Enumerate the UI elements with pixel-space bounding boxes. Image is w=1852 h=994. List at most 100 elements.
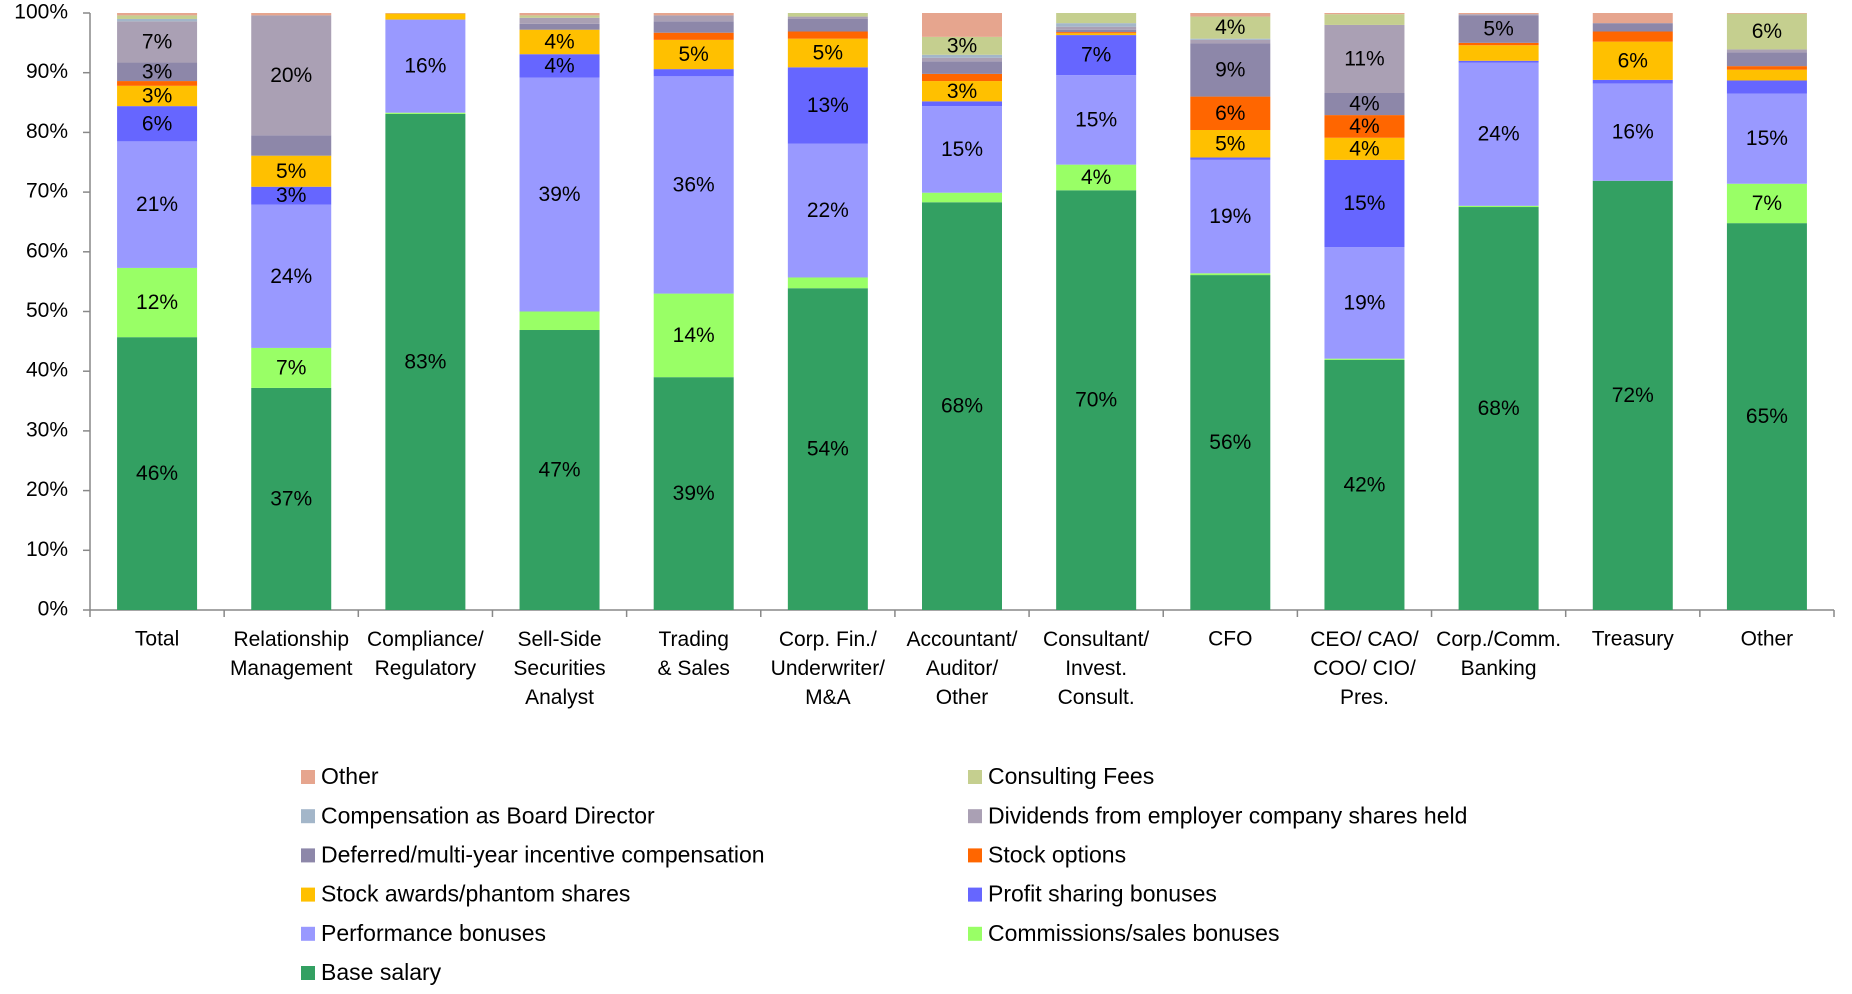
bar-segment	[1726, 13, 1807, 50]
bar-segment	[1190, 273, 1271, 276]
data-label: 15%	[941, 138, 983, 161]
bar-segment	[1726, 49, 1807, 53]
bar-segment	[385, 19, 466, 113]
data-label: 68%	[1478, 397, 1520, 420]
bar-segment	[653, 13, 734, 16]
bar-segment	[1056, 23, 1137, 27]
bar-segment	[922, 13, 1002, 37]
data-label: 3%	[947, 80, 977, 103]
bar-segment	[519, 330, 600, 610]
y-tick-label: 100%	[14, 1, 68, 24]
x-tick-label: Relationship Management	[230, 628, 353, 680]
bar-segment	[922, 192, 1002, 203]
x-tick-label: Other	[1741, 628, 1794, 651]
data-label: 54%	[807, 438, 849, 461]
y-tick-label: 10%	[26, 538, 68, 561]
legend-item: Commissions/sales bonuses	[968, 920, 1279, 946]
x-tick-label: CEO/ CAO/COO/ CIO/Pres.	[1310, 628, 1419, 709]
legend-item: Consulting Fees	[968, 763, 1154, 789]
bar-segment	[1458, 60, 1539, 63]
bar-segment	[117, 106, 198, 142]
data-label: 70%	[1075, 389, 1117, 412]
data-label: 68%	[941, 395, 983, 418]
bar-segment	[1458, 62, 1539, 206]
data-label: 5%	[1215, 132, 1245, 155]
bar-segment	[519, 23, 600, 30]
bar-segment	[922, 202, 1002, 610]
data-label: 15%	[1343, 192, 1385, 215]
bar-segment	[653, 293, 734, 378]
bar-segment	[1190, 275, 1271, 610]
bar-segment	[1056, 164, 1137, 191]
data-label: 7%	[1752, 192, 1782, 215]
bar-segment	[251, 15, 332, 136]
bar-segment	[1190, 16, 1271, 39]
bar-segment	[251, 155, 332, 187]
x-tick-label: Treasury	[1592, 628, 1675, 651]
x-tick-label: Consultant/Invest. Consult.	[1043, 628, 1149, 709]
legend-swatch	[301, 926, 315, 941]
data-label: 83%	[404, 350, 446, 373]
bar-segment	[1056, 26, 1137, 30]
bar-segment	[1726, 13, 1807, 14]
data-label: 12%	[136, 291, 178, 314]
legend-item: Stock awards/phantom shares	[301, 881, 630, 907]
bar-segment	[385, 113, 466, 610]
bar-segment	[1592, 13, 1673, 24]
bar-segment	[117, 18, 198, 22]
bar-segment	[1726, 223, 1807, 611]
bar-segment	[922, 101, 1002, 107]
bar-segment	[922, 106, 1002, 193]
bar-segment	[117, 62, 198, 82]
bar-segment	[117, 267, 198, 338]
bar-segment	[1324, 247, 1405, 359]
bar-segment	[251, 135, 332, 156]
x-tick-label: Trading & Sales	[658, 628, 730, 680]
legend-label: Stock options	[988, 841, 1126, 867]
bar-segment	[653, 377, 734, 610]
bar-segment	[1190, 159, 1271, 274]
data-label: 9%	[1215, 59, 1245, 82]
bar-segment	[787, 16, 868, 19]
bar-segment	[117, 15, 198, 19]
bar-segment	[1190, 38, 1271, 40]
bar-segment	[922, 73, 1002, 82]
bar-segment	[1726, 52, 1807, 67]
bar-segment	[1592, 41, 1673, 80]
bar-segment	[1056, 13, 1137, 24]
bar-segment	[1324, 13, 1405, 15]
data-label: 42%	[1343, 473, 1385, 496]
bar-segment	[1056, 35, 1137, 76]
bar-segment	[1726, 66, 1807, 70]
data-label: 39%	[673, 482, 715, 505]
data-label: 65%	[1746, 405, 1788, 428]
legend-swatch	[968, 809, 982, 824]
data-label: 11%	[1344, 48, 1384, 71]
bar-segment	[1592, 79, 1673, 84]
data-label: 20%	[270, 64, 312, 87]
legend-swatch	[301, 966, 315, 980]
bar-segment	[117, 141, 198, 268]
data-label: 39%	[539, 183, 581, 206]
bar-segment	[922, 61, 1002, 74]
x-tick-label: Corp. Fin./Underwriter/M&A	[771, 628, 886, 709]
bar-segment	[1726, 183, 1807, 224]
y-tick-label: 40%	[26, 359, 68, 382]
bar-segment	[117, 13, 198, 16]
bar-segment	[922, 36, 1002, 55]
legend-label: Consulting Fees	[988, 763, 1154, 789]
legend-item: Performance bonuses	[301, 920, 546, 946]
bar-segment	[1592, 23, 1673, 32]
data-label: 37%	[270, 488, 312, 511]
legend-item: Profit sharing bonuses	[968, 881, 1217, 907]
legend-label: Profit sharing bonuses	[988, 881, 1217, 907]
bar-segment	[251, 204, 332, 348]
bar-segment	[1056, 32, 1137, 34]
bar-segment	[519, 311, 600, 331]
x-tick-label: Compliance/Regulatory	[367, 628, 484, 680]
legend-label: Base salary	[321, 959, 442, 985]
bar-segment	[519, 77, 600, 312]
bar-segment	[1458, 15, 1539, 43]
data-label: 14%	[673, 324, 715, 347]
bar-segment	[1324, 92, 1405, 116]
